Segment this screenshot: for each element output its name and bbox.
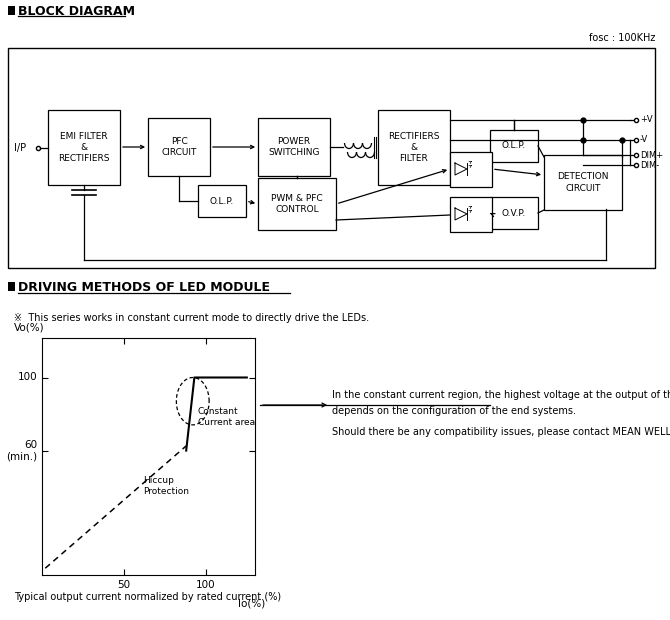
- Text: O.L.P.: O.L.P.: [210, 197, 234, 205]
- Text: -V: -V: [640, 136, 649, 144]
- Bar: [8, 48, 655, 268]
- Bar: [258, 118, 330, 176]
- Bar: [48, 110, 120, 185]
- Text: O.L.P.: O.L.P.: [502, 141, 526, 151]
- Text: Typical output current normalized by rated current (%): Typical output current normalized by rat…: [14, 592, 281, 602]
- Text: DIM-: DIM-: [640, 161, 659, 169]
- Text: +V: +V: [640, 115, 653, 125]
- Bar: [450, 152, 492, 187]
- Bar: [544, 155, 622, 210]
- Bar: [450, 197, 492, 232]
- Text: fosc : 100KHz: fosc : 100KHz: [589, 33, 655, 43]
- Text: Vo(%): Vo(%): [13, 322, 44, 332]
- Text: Should there be any compatibility issues, please contact MEAN WELL.: Should there be any compatibility issues…: [332, 427, 670, 437]
- Text: BLOCK DIAGRAM: BLOCK DIAGRAM: [18, 5, 135, 18]
- Text: PFC
CIRCUIT: PFC CIRCUIT: [161, 137, 197, 157]
- Text: Constant
Current area: Constant Current area: [198, 407, 255, 427]
- Bar: [490, 130, 538, 162]
- Text: Io(%): Io(%): [238, 599, 265, 609]
- Text: POWER
SWITCHING: POWER SWITCHING: [268, 137, 320, 157]
- Text: ※  This series works in constant current mode to directly drive the LEDs.: ※ This series works in constant current …: [14, 313, 369, 323]
- Text: depends on the configuration of the end systems.: depends on the configuration of the end …: [332, 406, 576, 416]
- Bar: [378, 110, 450, 185]
- Bar: [8, 282, 15, 291]
- Bar: [258, 178, 336, 230]
- Bar: [198, 185, 246, 217]
- Text: EMI FILTER
&
RECTIFIERS: EMI FILTER & RECTIFIERS: [58, 132, 110, 163]
- Text: O.V.P.: O.V.P.: [502, 208, 526, 218]
- Bar: [8, 6, 15, 15]
- Text: In the constant current region, the highest voltage at the output of the driver: In the constant current region, the high…: [332, 390, 670, 400]
- Text: Hiccup
Protection: Hiccup Protection: [143, 476, 190, 495]
- Text: DRIVING METHODS OF LED MODULE: DRIVING METHODS OF LED MODULE: [18, 281, 270, 294]
- Text: RECTIFIERS
&
FILTER: RECTIFIERS & FILTER: [388, 132, 440, 163]
- Text: DIM+: DIM+: [640, 151, 663, 159]
- Bar: [490, 197, 538, 229]
- Text: PWM & PFC
CONTROL: PWM & PFC CONTROL: [271, 194, 323, 214]
- Bar: [148, 118, 210, 176]
- Text: DETECTION
CIRCUIT: DETECTION CIRCUIT: [557, 172, 609, 193]
- Text: I/P: I/P: [14, 143, 26, 153]
